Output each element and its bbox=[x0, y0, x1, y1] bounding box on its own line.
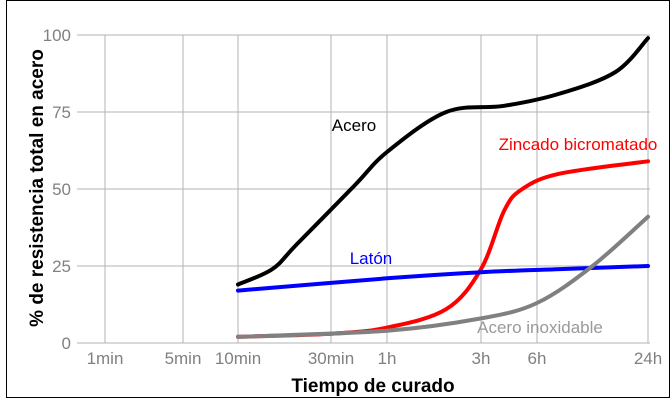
tick-labels: 0 25 50 75 100 1min 5min 10min 30min 1h 3h 6h 24h bbox=[43, 26, 663, 368]
series-line-lat-n bbox=[236, 264, 650, 293]
series-label-lat-n: Latón bbox=[350, 249, 393, 268]
y-tick-label: 25 bbox=[52, 257, 71, 276]
y-tick-label: 75 bbox=[52, 103, 71, 122]
grid bbox=[77, 34, 650, 344]
x-tick-label: 3h bbox=[472, 349, 491, 368]
x-axis-title: Tiempo de curado bbox=[291, 376, 454, 397]
series-line-acero bbox=[236, 36, 650, 287]
series-label-acero: Acero bbox=[332, 116, 376, 135]
series-line-zincado-bicromatado bbox=[236, 159, 650, 339]
x-tick-label: 24h bbox=[634, 349, 662, 368]
y-tick-label: 50 bbox=[52, 180, 71, 199]
series-label-acero-inoxidable: Acero inoxidable bbox=[477, 318, 603, 337]
chart-frame bbox=[6, 0, 670, 398]
x-tick-label: 1min bbox=[87, 349, 124, 368]
y-tick-label: 100 bbox=[43, 26, 71, 45]
x-tick-label: 5min bbox=[165, 349, 202, 368]
x-tick-label: 6h bbox=[528, 349, 547, 368]
x-tick-label: 30min bbox=[308, 349, 354, 368]
series-labels: Acero Zincado bicromatado Latón Acero inoxi… bbox=[332, 116, 658, 337]
series-label-zincado-bicromatado: Zincado bicromatado bbox=[499, 135, 658, 154]
x-tick-label: 1h bbox=[378, 349, 397, 368]
series-line-acero-inoxidable bbox=[236, 214, 650, 339]
y-axis-title: % de resistencia total en acero bbox=[27, 49, 48, 327]
x-tick-label: 10min bbox=[215, 349, 261, 368]
series-lines bbox=[236, 36, 650, 339]
y-tick-label: 0 bbox=[62, 334, 71, 353]
